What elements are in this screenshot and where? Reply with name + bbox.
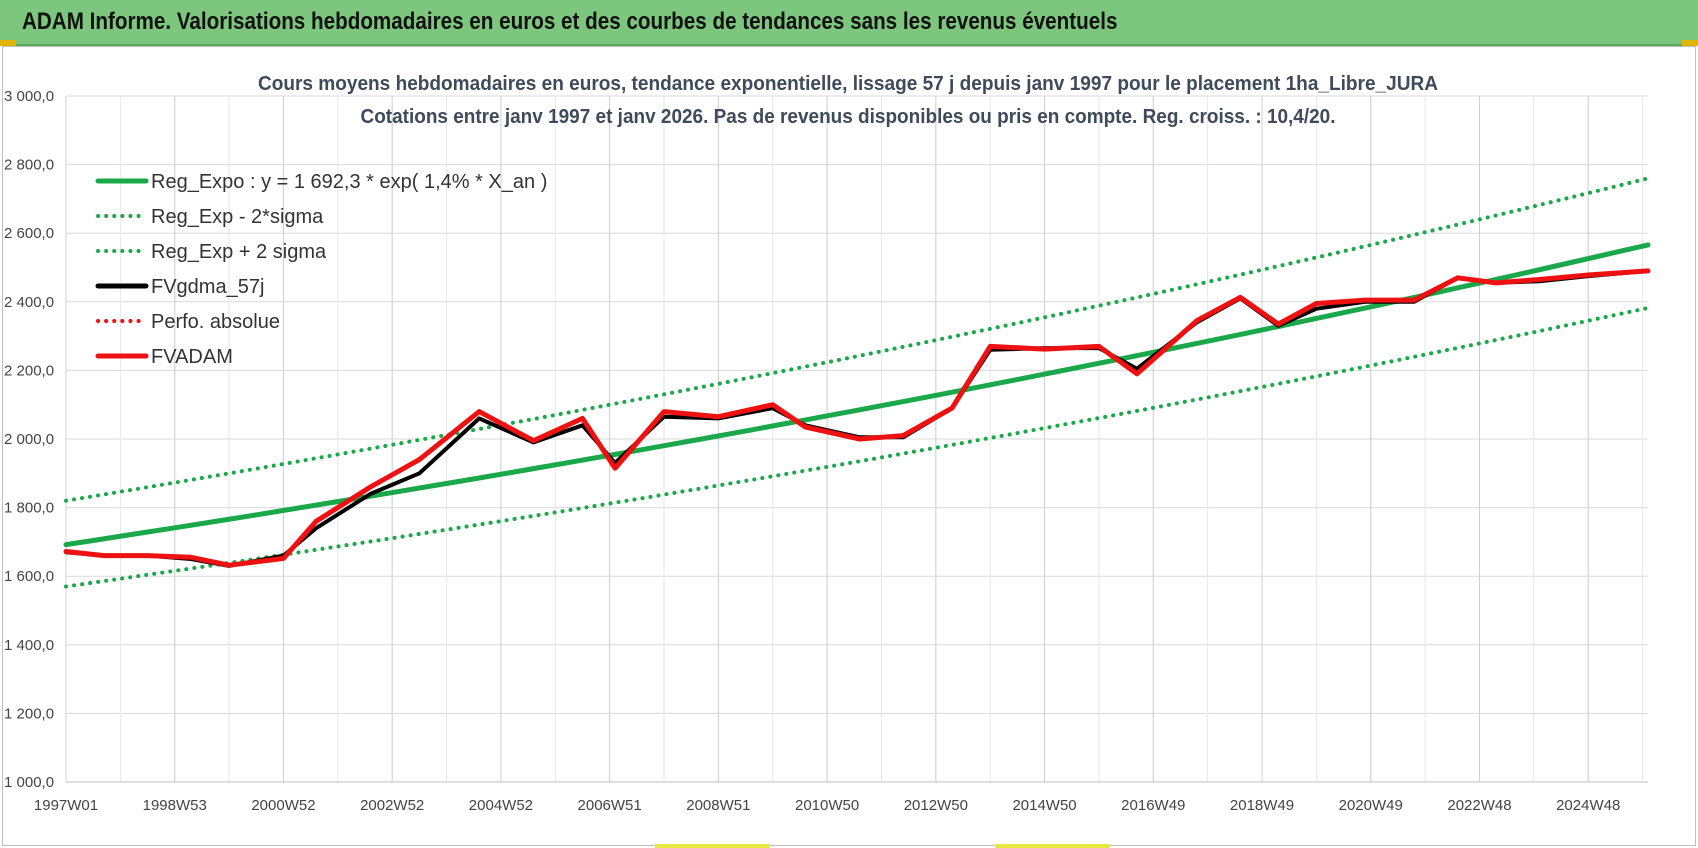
y-tick-label: 2 400,0 [4, 294, 54, 311]
chart-subtitle: Cotations entre janv 1997 et janv 2026. … [361, 106, 1336, 128]
legend-label-reg_expo: Reg_Expo : y = 1 692,3 * exp( 1,4% * X_a… [151, 171, 547, 193]
x-tick-label: 2000W52 [251, 797, 315, 814]
chart-title: Cours moyens hebdomadaires en euros, ten… [258, 73, 1438, 95]
legend-label-fvgdma: FVgdma_57j [151, 276, 264, 298]
y-tick-label: 2 600,0 [4, 225, 54, 242]
x-tick-label: 2002W52 [360, 797, 424, 814]
header-banner: ADAM Informe. Valorisations hebdomadaire… [0, 0, 1698, 46]
legend: Reg_Expo : y = 1 692,3 * exp( 1,4% * X_a… [95, 171, 547, 368]
x-tick-label: 2016W49 [1121, 797, 1185, 814]
corner-marker-left [0, 40, 16, 46]
banner-title: ADAM Informe. Valorisations hebdomadaire… [22, 8, 1118, 35]
legend-label-reg_plus: Reg_Exp + 2 sigma [151, 241, 327, 263]
x-axis-ticks: 1997W01 1998W53 2000W52 2002W52 2004W52 2006W… [34, 797, 1620, 814]
y-tick-label: 2 000,0 [4, 431, 54, 448]
chart-frame [2, 46, 1696, 846]
x-tick-label: 2012W50 [904, 797, 968, 814]
bottom-marker-1 [655, 844, 770, 848]
x-tick-label: 1998W53 [143, 797, 207, 814]
x-tick-label: 2018W49 [1230, 797, 1294, 814]
series-lines [63, 176, 1651, 589]
x-tick-label: 2010W50 [795, 797, 859, 814]
legend-label-perfo: Perfo. absolue [151, 311, 280, 333]
series-line-fvgdma [64, 268, 1650, 568]
legend-label-fvadam: FVADAM [151, 346, 233, 368]
y-tick-label: 1 200,0 [4, 705, 54, 722]
x-tick-label: 2024W48 [1556, 797, 1620, 814]
y-tick-label: 2 200,0 [4, 362, 54, 379]
y-tick-label: 1 400,0 [4, 637, 54, 654]
x-tick-label: 2020W49 [1339, 797, 1403, 814]
series-line-reg_minus [64, 306, 1650, 589]
x-tick-label: 1997W01 [34, 797, 98, 814]
y-tick-label: 3 000,0 [4, 88, 54, 105]
legend-label-reg_minus: Reg_Exp - 2*sigma [151, 206, 324, 228]
series-line-reg_plus [64, 176, 1650, 503]
y-tick-label: 1 000,0 [4, 774, 54, 791]
x-tick-label: 2022W48 [1447, 797, 1511, 814]
y-axis-ticks: 3 000,0 2 800,0 2 600,0 2 400,0 2 200,0 2 000… [4, 88, 54, 791]
bottom-marker-2 [995, 844, 1110, 848]
x-tick-label: 2004W52 [469, 797, 533, 814]
x-tick-label: 2008W51 [686, 797, 750, 814]
y-tick-label: 1 600,0 [4, 568, 54, 585]
series-line-fvadam [63, 268, 1651, 568]
series-line-reg_expo [63, 242, 1651, 548]
corner-marker-right [1682, 40, 1698, 46]
y-tick-label: 1 800,0 [4, 500, 54, 517]
x-tick-label: 2006W51 [578, 797, 642, 814]
y-tick-label: 2 800,0 [4, 157, 54, 174]
x-tick-label: 2014W50 [1012, 797, 1076, 814]
